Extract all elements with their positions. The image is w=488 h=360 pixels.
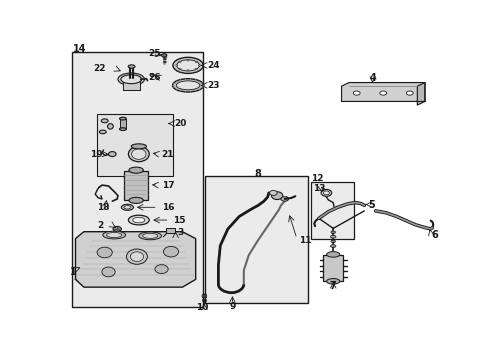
- Text: 13: 13: [312, 184, 325, 193]
- Polygon shape: [416, 82, 424, 105]
- Ellipse shape: [326, 279, 339, 284]
- Bar: [97, 114, 173, 176]
- Text: 10: 10: [196, 303, 208, 312]
- Ellipse shape: [175, 65, 178, 66]
- Ellipse shape: [102, 231, 125, 239]
- Ellipse shape: [406, 91, 412, 95]
- Ellipse shape: [132, 217, 144, 223]
- Text: 21: 21: [161, 150, 174, 158]
- Text: 17: 17: [161, 181, 174, 190]
- Text: 25: 25: [148, 49, 161, 58]
- Ellipse shape: [353, 91, 359, 95]
- Ellipse shape: [176, 60, 199, 71]
- Ellipse shape: [330, 235, 335, 238]
- Ellipse shape: [107, 123, 113, 129]
- Ellipse shape: [139, 232, 161, 240]
- Polygon shape: [75, 232, 195, 287]
- Text: 26: 26: [148, 72, 161, 81]
- Ellipse shape: [179, 68, 181, 69]
- Ellipse shape: [102, 267, 115, 277]
- Ellipse shape: [130, 252, 143, 261]
- Ellipse shape: [142, 233, 158, 238]
- Ellipse shape: [121, 204, 133, 210]
- Ellipse shape: [172, 79, 203, 92]
- Ellipse shape: [176, 81, 200, 90]
- Ellipse shape: [330, 231, 335, 233]
- Ellipse shape: [128, 147, 149, 162]
- Ellipse shape: [163, 246, 178, 257]
- Text: 7: 7: [329, 281, 336, 291]
- Text: 23: 23: [206, 81, 219, 90]
- Ellipse shape: [101, 119, 108, 123]
- Ellipse shape: [129, 167, 143, 173]
- Ellipse shape: [202, 294, 206, 298]
- Text: 22: 22: [93, 64, 105, 73]
- Text: 11: 11: [299, 236, 311, 245]
- Ellipse shape: [326, 252, 339, 257]
- Ellipse shape: [323, 191, 329, 195]
- Text: 9: 9: [229, 302, 235, 311]
- Ellipse shape: [129, 197, 143, 203]
- Text: 3: 3: [178, 228, 183, 237]
- Ellipse shape: [280, 197, 288, 201]
- Ellipse shape: [179, 61, 181, 63]
- Bar: [123, 171, 148, 200]
- Ellipse shape: [118, 73, 144, 85]
- Text: 15: 15: [173, 216, 185, 225]
- Text: 24: 24: [206, 61, 219, 70]
- Ellipse shape: [97, 247, 112, 258]
- Text: 5: 5: [367, 199, 374, 210]
- Ellipse shape: [321, 189, 331, 196]
- Text: 2: 2: [97, 221, 103, 230]
- Text: 6: 6: [431, 230, 438, 240]
- Ellipse shape: [330, 245, 335, 247]
- Ellipse shape: [195, 68, 197, 69]
- Ellipse shape: [186, 70, 189, 71]
- Ellipse shape: [131, 149, 146, 159]
- Ellipse shape: [330, 240, 335, 243]
- Ellipse shape: [119, 128, 126, 131]
- Bar: [166, 228, 175, 233]
- Ellipse shape: [124, 206, 131, 209]
- Ellipse shape: [150, 74, 154, 76]
- Ellipse shape: [108, 152, 116, 157]
- Text: 4: 4: [368, 73, 375, 83]
- Ellipse shape: [186, 60, 189, 61]
- Ellipse shape: [121, 75, 142, 84]
- Ellipse shape: [113, 226, 121, 231]
- Ellipse shape: [379, 91, 386, 95]
- Ellipse shape: [128, 215, 149, 225]
- Ellipse shape: [131, 144, 146, 149]
- Ellipse shape: [161, 54, 166, 57]
- Bar: [311, 182, 353, 239]
- Bar: [120, 118, 126, 129]
- Ellipse shape: [119, 117, 126, 120]
- Ellipse shape: [269, 190, 277, 195]
- Bar: [72, 51, 203, 307]
- Text: 19: 19: [89, 150, 102, 158]
- Text: 14: 14: [72, 44, 86, 54]
- Text: 1: 1: [69, 267, 76, 277]
- Bar: [205, 176, 307, 303]
- Ellipse shape: [173, 57, 203, 73]
- Text: 18: 18: [97, 203, 109, 212]
- Ellipse shape: [106, 233, 122, 238]
- Text: 20: 20: [174, 119, 186, 128]
- Ellipse shape: [126, 249, 147, 264]
- Text: 16: 16: [161, 203, 174, 212]
- Polygon shape: [341, 82, 424, 102]
- Bar: [323, 255, 343, 281]
- Ellipse shape: [198, 65, 200, 66]
- Text: 12: 12: [311, 174, 323, 183]
- Ellipse shape: [155, 265, 168, 274]
- Text: 8: 8: [253, 169, 260, 179]
- Ellipse shape: [195, 61, 197, 63]
- Bar: [122, 79, 140, 90]
- Ellipse shape: [99, 130, 106, 134]
- Ellipse shape: [128, 65, 135, 68]
- Ellipse shape: [271, 192, 282, 199]
